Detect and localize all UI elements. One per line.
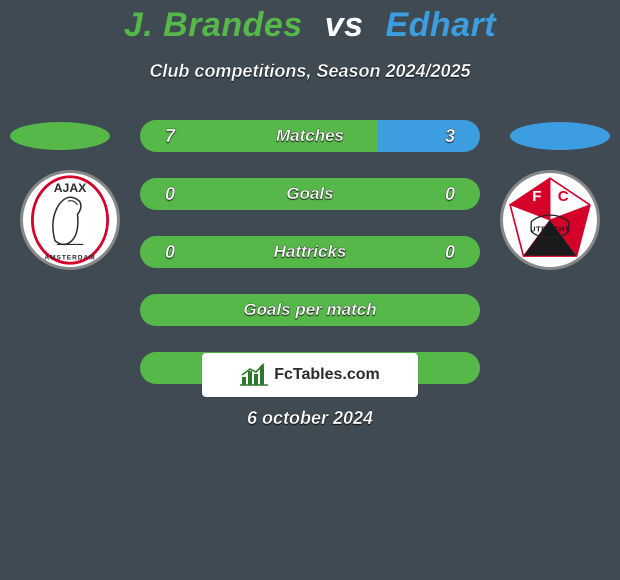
comparison-infographic: J. Brandes vs Edhart Club competitions, … xyxy=(0,0,620,580)
generated-date: 6 october 2024 xyxy=(247,408,373,429)
ajax-icon: AJAX AMSTERDAM xyxy=(23,173,117,267)
bar-chart-icon xyxy=(240,363,268,387)
stat-pills: 7 Matches 3 0 Goals 0 0 Hattricks 0 Goal… xyxy=(140,120,480,384)
stat-pill: Goals per match xyxy=(140,294,480,326)
svg-text:UTRECHT: UTRECHT xyxy=(530,224,570,233)
stat-value-right: 0 xyxy=(420,242,480,263)
player2-name: Edhart xyxy=(385,6,496,44)
stat-value-right: 0 xyxy=(420,184,480,205)
fc-utrecht-icon: F C UTRECHT xyxy=(503,173,597,267)
club-badge-right: F C UTRECHT xyxy=(500,170,600,270)
stat-metric: Goals per match xyxy=(200,300,420,320)
stat-metric: Matches xyxy=(200,126,420,146)
svg-text:C: C xyxy=(558,188,569,205)
player1-name: J. Brandes xyxy=(124,6,303,44)
stat-value-left: 7 xyxy=(140,126,200,147)
fctables-attribution: FcTables.com xyxy=(202,353,418,397)
stat-pill: 7 Matches 3 xyxy=(140,120,480,152)
page-title: J. Brandes vs Edhart xyxy=(0,0,620,45)
subtitle-season: 2024/2025 xyxy=(385,61,470,81)
subtitle: Club competitions, Season 2024/2025 xyxy=(0,61,620,82)
title-vs: vs xyxy=(325,6,364,44)
player2-head-ellipse xyxy=(510,122,610,150)
svg-text:AMSTERDAM: AMSTERDAM xyxy=(44,254,95,261)
club-badge-left: AJAX AMSTERDAM xyxy=(20,170,120,270)
fctables-text: FcTables.com xyxy=(274,366,380,384)
stat-pill: 0 Goals 0 xyxy=(140,178,480,210)
svg-text:AJAX: AJAX xyxy=(54,181,87,195)
subtitle-prefix: Club competitions, Season xyxy=(149,61,385,81)
stat-pill: 0 Hattricks 0 xyxy=(140,236,480,268)
stat-metric: Hattricks xyxy=(200,242,420,262)
stat-value-left: 0 xyxy=(140,242,200,263)
stat-value-right: 3 xyxy=(420,126,480,147)
stat-value-left: 0 xyxy=(140,184,200,205)
svg-text:F: F xyxy=(532,188,541,205)
stat-metric: Goals xyxy=(200,184,420,204)
player1-head-ellipse xyxy=(10,122,110,150)
